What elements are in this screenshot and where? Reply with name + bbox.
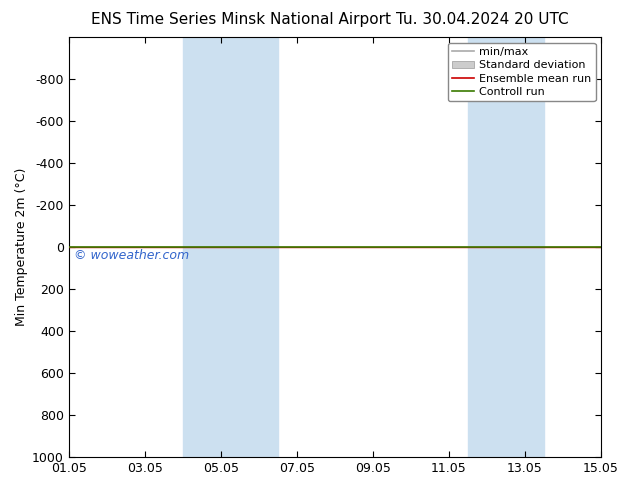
Text: Tu. 30.04.2024 20 UTC: Tu. 30.04.2024 20 UTC [396,12,568,27]
Bar [468,37,544,457]
Text: © woweather.com: © woweather.com [74,249,190,262]
Legend: min/max, Standard deviation, Ensemble mean run, Controll run: min/max, Standard deviation, Ensemble me… [448,43,595,101]
Y-axis label: Min Temperature 2m (°C): Min Temperature 2m (°C) [15,168,28,326]
Text: ENS Time Series Minsk National Airport: ENS Time Series Minsk National Airport [91,12,391,27]
Bar [183,37,278,457]
